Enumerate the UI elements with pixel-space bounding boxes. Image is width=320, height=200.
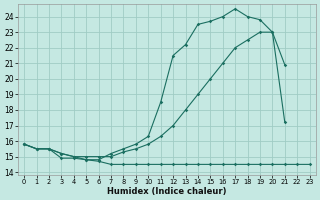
- X-axis label: Humidex (Indice chaleur): Humidex (Indice chaleur): [107, 187, 227, 196]
